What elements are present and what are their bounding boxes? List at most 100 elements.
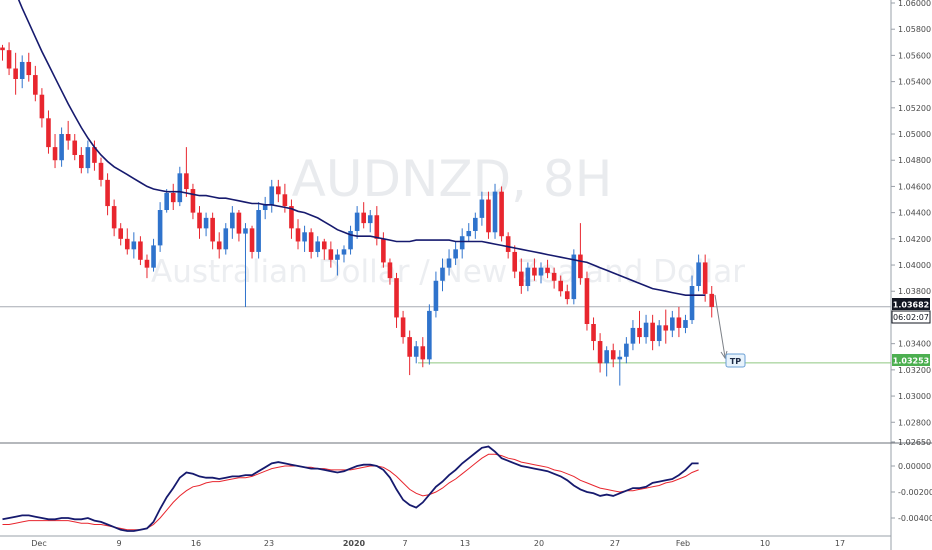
candle-down xyxy=(0,47,5,51)
watermark-title: AUDNZD, 8H xyxy=(292,150,613,208)
candlestick-series[interactable] xyxy=(0,42,715,386)
candle-up xyxy=(683,320,688,328)
candle-down xyxy=(13,68,18,79)
candle-down xyxy=(486,199,491,233)
countdown-tag-box xyxy=(891,310,931,324)
time-tick-label: Feb xyxy=(676,539,690,548)
candle-down xyxy=(328,249,334,260)
time-axis[interactable]: Dec 9 16 23 2020 7 13 20 27 Feb 10 17 xyxy=(31,539,845,548)
candle-up xyxy=(269,186,275,205)
take-profit-tag-box xyxy=(892,354,930,366)
candle-up xyxy=(466,230,472,237)
candle-up xyxy=(656,325,662,342)
candle-down xyxy=(236,212,242,234)
candle-up xyxy=(131,241,137,250)
candle-up xyxy=(354,212,360,231)
candle-down xyxy=(512,251,518,272)
candle-down xyxy=(295,228,301,242)
take-profit-tag[interactable]: 1.03253 xyxy=(892,354,930,366)
tp-label[interactable]: TP xyxy=(725,353,746,368)
candle-down xyxy=(564,291,570,300)
candle-up xyxy=(315,241,321,252)
candle-up xyxy=(630,327,636,344)
candle-up xyxy=(689,286,695,321)
candle-up xyxy=(617,356,623,360)
time-tick-label: Dec xyxy=(31,539,46,548)
candle-up xyxy=(256,210,261,252)
price-tick-label: 1.05200 xyxy=(898,104,931,113)
projection-arrow xyxy=(714,294,726,358)
candle-down xyxy=(407,337,412,357)
price-tick-label: 1.02650 xyxy=(898,438,931,447)
candle-down xyxy=(98,162,104,180)
time-tick-label: 7 xyxy=(402,539,407,548)
candle-up xyxy=(538,267,544,276)
candle-up xyxy=(151,245,156,268)
macd-signal-line xyxy=(2,453,699,531)
time-tick-label: 9 xyxy=(116,539,121,548)
current-price-tag[interactable]: 1.03682 06:02:07 xyxy=(891,298,931,324)
candle-down xyxy=(289,206,294,229)
macd-tick-label: -0.00400 xyxy=(898,514,932,523)
candle-down xyxy=(124,238,130,250)
arrow-head-icon xyxy=(720,350,728,360)
candle-down xyxy=(709,293,715,307)
candle-up xyxy=(157,210,163,246)
time-tick-label: 16 xyxy=(191,539,201,548)
candle-down xyxy=(420,346,426,360)
candle-down xyxy=(400,317,406,338)
price-tick-label: 1.05000 xyxy=(898,130,931,139)
candle-down xyxy=(144,259,150,268)
price-tick-label: 1.03800 xyxy=(898,287,931,296)
candle-down xyxy=(6,50,12,69)
candle-up xyxy=(85,147,91,169)
candle-down xyxy=(26,61,32,76)
candle-down xyxy=(276,186,281,195)
candle-down xyxy=(72,140,78,155)
candle-down xyxy=(551,272,557,281)
candle-down xyxy=(394,278,399,318)
candle-down xyxy=(597,341,603,364)
price-tick-label: 1.02800 xyxy=(898,418,931,427)
candle-down xyxy=(184,173,189,190)
candle-up xyxy=(203,217,209,229)
candle-up xyxy=(223,228,229,250)
macd-tick-label: 0.00000 xyxy=(898,462,931,471)
price-tick-label: 1.03000 xyxy=(898,392,931,401)
candle-up xyxy=(492,191,498,233)
candle-down xyxy=(39,94,45,119)
time-tick-label: 27 xyxy=(610,539,620,548)
candle-up xyxy=(643,322,649,338)
candle-up xyxy=(446,258,452,268)
candle-down xyxy=(282,194,288,207)
candle-down xyxy=(249,228,255,252)
candle-up xyxy=(473,217,478,231)
candle-down xyxy=(65,134,71,141)
time-tick-label: 17 xyxy=(835,539,845,548)
candle-down xyxy=(610,350,616,360)
candle-down xyxy=(216,241,222,250)
candle-down xyxy=(374,215,380,239)
current-price-tag-text: 1.03682 xyxy=(893,301,929,310)
tp-label-box xyxy=(725,353,746,368)
candle-up xyxy=(459,236,465,250)
time-tick-label: 20 xyxy=(534,539,544,548)
price-axis[interactable]: 1.06000 1.05800 1.05600 1.05400 1.05200 1.050… xyxy=(891,0,931,447)
time-tick-label: 2020 xyxy=(343,539,366,548)
candle-up xyxy=(525,267,531,287)
time-tick-label: 23 xyxy=(264,539,274,548)
candle-up xyxy=(427,310,432,360)
candle-up xyxy=(262,204,268,211)
candle-down xyxy=(92,147,97,163)
candle-up xyxy=(243,228,248,234)
macd-axis[interactable]: 0.00000 -0.00200 -0.00400 xyxy=(891,462,932,523)
price-tick-label: 1.05600 xyxy=(898,51,931,60)
candle-down xyxy=(381,238,386,263)
candle-up xyxy=(367,215,373,224)
macd-main-line xyxy=(2,445,699,532)
candle-up xyxy=(230,212,235,229)
candle-up xyxy=(670,317,675,331)
candle-up xyxy=(440,267,445,281)
candle-down xyxy=(52,147,58,161)
